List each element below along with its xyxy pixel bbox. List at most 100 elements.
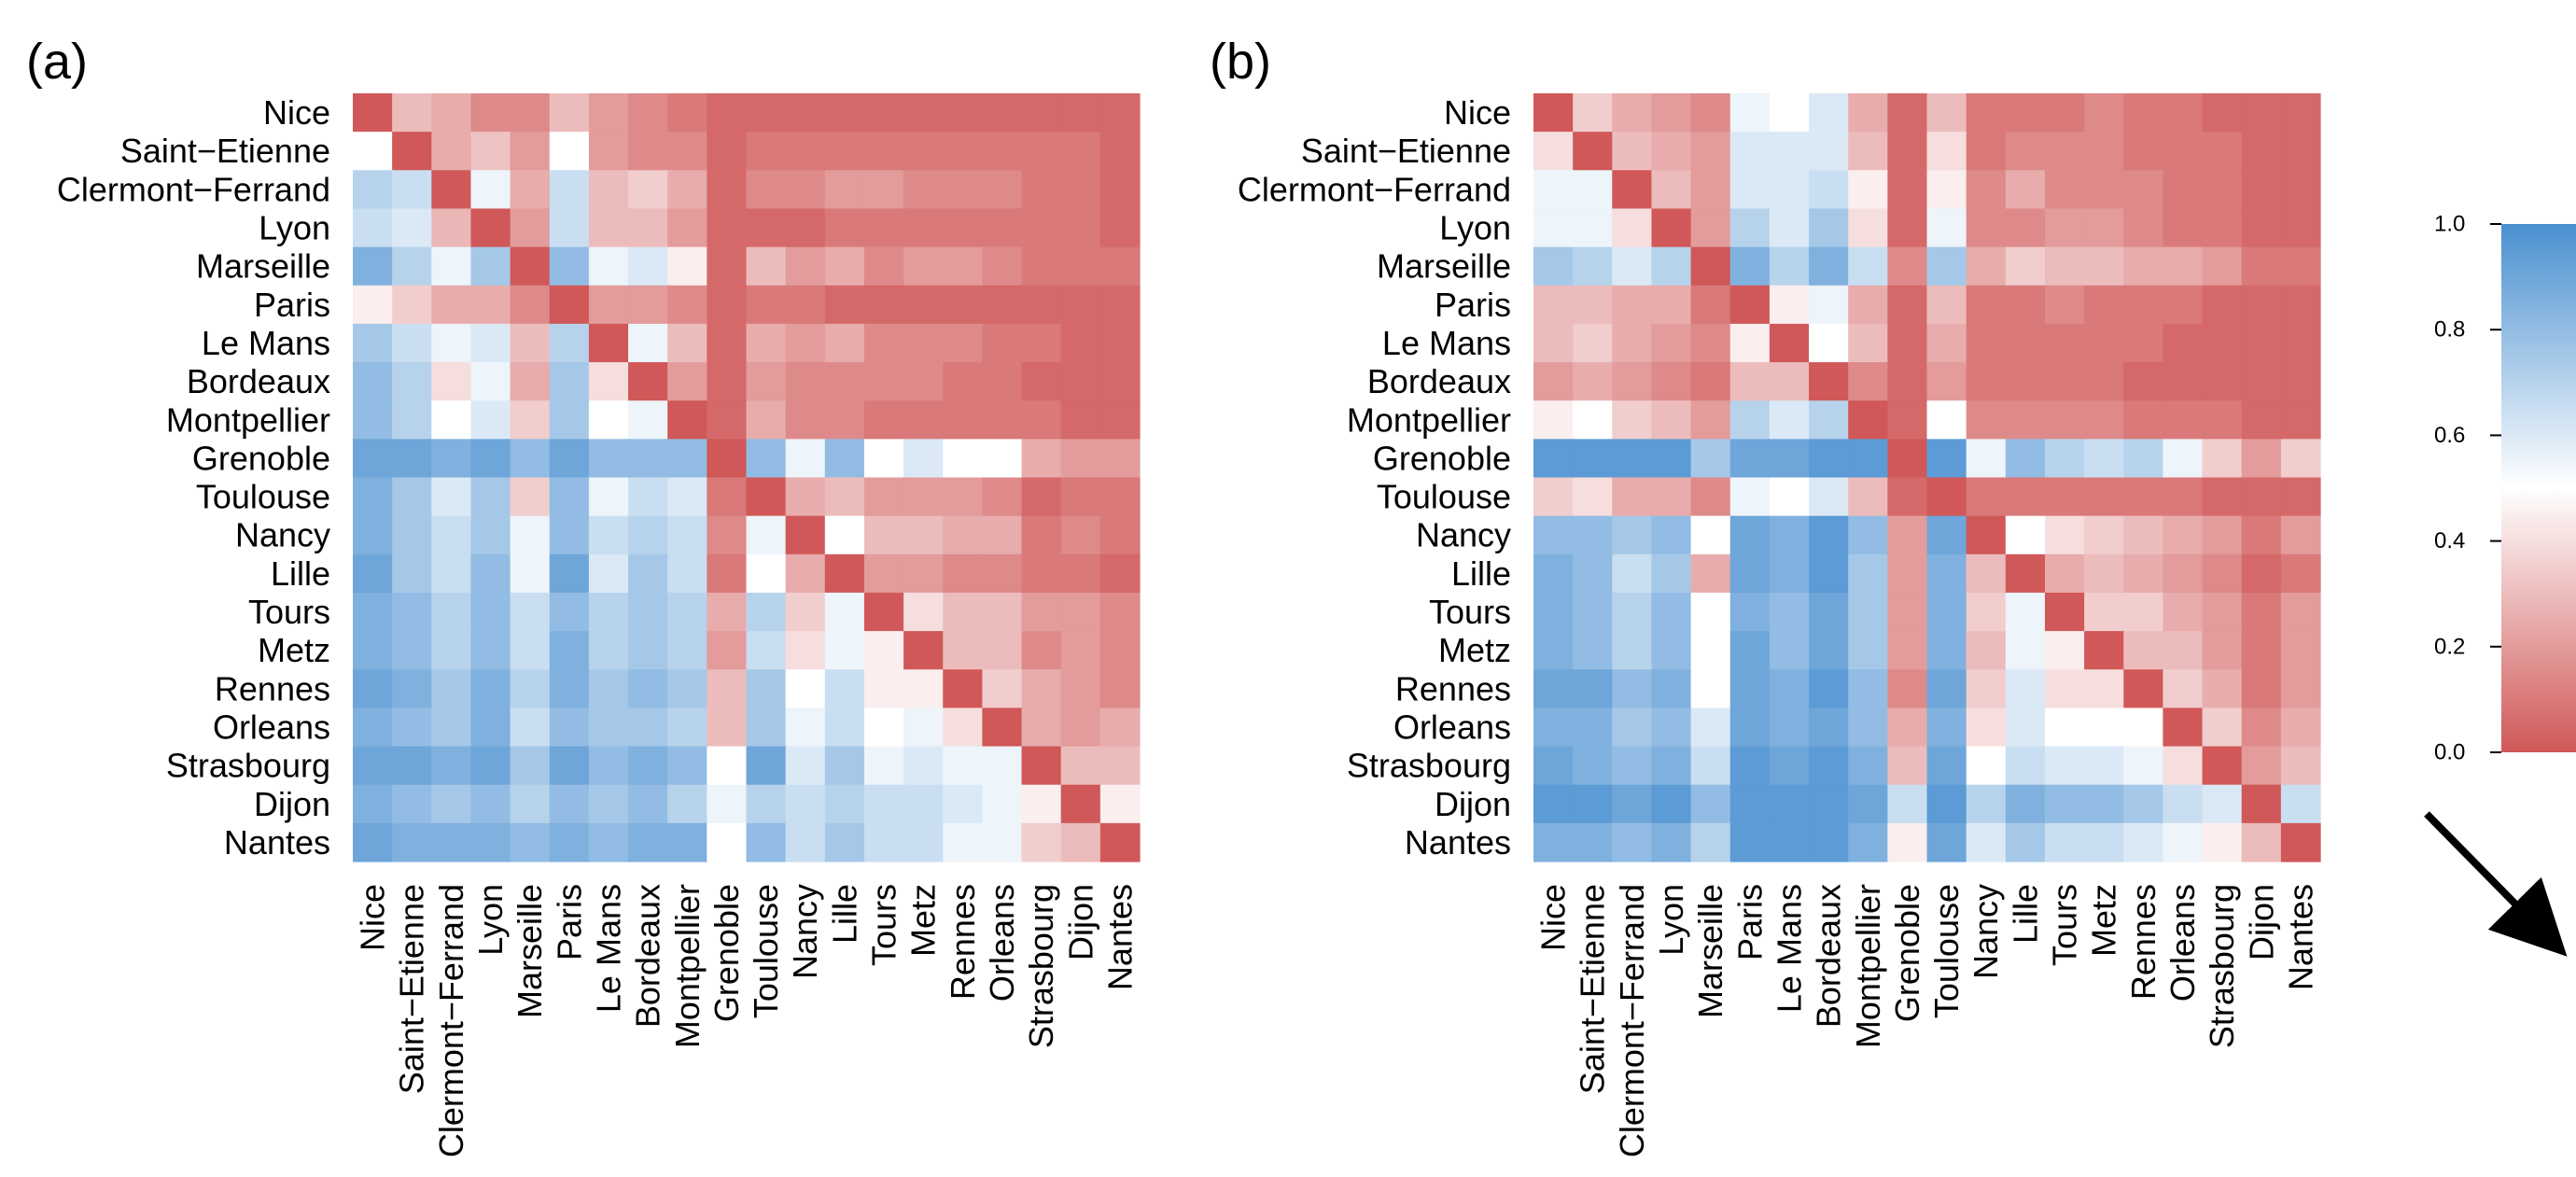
heatmap-a-cell xyxy=(549,362,590,401)
heatmap-b-cell xyxy=(2202,93,2243,133)
heatmap-a-cell xyxy=(549,669,590,708)
heatmap-b-cell xyxy=(1690,708,1731,748)
heatmap-b-cell xyxy=(1651,708,1692,748)
heatmap-b-cell xyxy=(1533,592,1574,632)
heatmap-b-cell xyxy=(1651,669,1692,708)
heatmap-b-cell xyxy=(1573,477,1613,517)
heatmap-a-cell xyxy=(588,362,629,401)
heatmap-a-cell xyxy=(746,746,787,786)
heatmap-b-cell xyxy=(1887,784,1928,824)
heatmap-b-cell xyxy=(2163,93,2204,133)
heatmap-b-cell xyxy=(1926,323,1967,363)
heatmap-a-column-labels: Nice Saint−Etienne Clermont−Ferrand Lyon Mar… xyxy=(354,884,1140,1157)
heatmap-b-cell xyxy=(1573,784,1613,824)
heatmap-b-row-label: Dijon xyxy=(1435,785,1511,823)
heatmap-a-cell xyxy=(903,746,944,786)
heatmap-a-cell xyxy=(746,708,787,748)
heatmap-a-cell xyxy=(982,93,1023,133)
heatmap-a-cell xyxy=(588,631,629,670)
heatmap-b-cell xyxy=(1769,246,1810,287)
heatmap-a-column-label: Bordeaux xyxy=(629,884,667,1028)
heatmap-a-cell xyxy=(1060,822,1101,862)
heatmap-a-column-label: Clermont−Ferrand xyxy=(432,884,470,1157)
heatmap-b-cell xyxy=(1887,246,1928,287)
heatmap-a-row-label: Clermont−Ferrand xyxy=(57,170,330,208)
heatmap-b-cell xyxy=(2202,208,2243,248)
heatmap-a-cell xyxy=(943,708,983,748)
heatmap-b-cell xyxy=(1848,669,1888,708)
heatmap-a-cell xyxy=(353,246,393,287)
heatmap-a-cell xyxy=(943,132,983,171)
heatmap-b-row-label: Clermont−Ferrand xyxy=(1238,170,1511,208)
heatmap-b-cell xyxy=(1966,132,2007,171)
heatmap-b-cell xyxy=(1573,669,1613,708)
heatmap-a-cell xyxy=(510,631,551,670)
heatmap-b-cell xyxy=(2202,669,2243,708)
heatmap-a-cell xyxy=(392,553,432,594)
heatmap-b-cell xyxy=(2005,822,2046,862)
heatmap-a-cell xyxy=(982,822,1023,862)
heatmap-a-cell xyxy=(903,362,944,401)
heatmap-b-cell xyxy=(1887,93,1928,133)
heatmap-a-cell xyxy=(746,246,787,287)
heatmap-a-cell xyxy=(903,477,944,517)
heatmap-b-row-label: Grenoble xyxy=(1373,439,1511,477)
colorbar-tick-label: 0.4 xyxy=(2434,528,2465,553)
heatmap-a-cell xyxy=(785,822,826,862)
heatmap-a-cell xyxy=(1099,170,1141,210)
heatmap-b-cell xyxy=(1926,246,1967,287)
heatmap-b-cell xyxy=(1729,553,1771,594)
heatmap-a-cell xyxy=(1099,708,1141,748)
heatmap-a-cell xyxy=(628,708,668,748)
heatmap-a-cell xyxy=(628,400,668,440)
heatmap-a-cell xyxy=(1099,784,1141,824)
heatmap-a-cell xyxy=(824,515,865,555)
heatmap-b-cell xyxy=(1573,592,1613,632)
heatmap-a-cell xyxy=(431,400,472,440)
heatmap-a-cell xyxy=(470,515,511,555)
heatmap-b-cell xyxy=(2005,784,2046,824)
heatmap-a-column-label: Orleans xyxy=(983,884,1021,1002)
heatmap-b-cell xyxy=(1848,362,1888,401)
heatmap-b-row-label: Rennes xyxy=(1395,669,1511,708)
heatmap-b-cell xyxy=(2084,822,2124,862)
heatmap-b-cell xyxy=(1533,400,1574,440)
heatmap-b-cell xyxy=(2084,285,2124,325)
heatmap-b-cell xyxy=(1612,208,1653,248)
heatmap-a-cell xyxy=(707,93,748,133)
heatmap-b-cell xyxy=(2163,400,2204,440)
heatmap-b-cell xyxy=(2241,132,2282,171)
heatmap-a-cell xyxy=(746,515,787,555)
heatmap-b-cell xyxy=(2202,285,2243,325)
heatmap-b-cell xyxy=(2202,708,2243,748)
heatmap-a-column-label: Metz xyxy=(904,884,943,957)
heatmap-a-cell xyxy=(588,208,629,248)
heatmap-a-cell xyxy=(785,439,826,479)
heatmap-b-cell xyxy=(1612,708,1653,748)
heatmap-b-cell xyxy=(1533,323,1574,363)
heatmap-a-cell xyxy=(667,553,707,594)
heatmap-a-cell xyxy=(431,246,472,287)
heatmap-b-cell xyxy=(1573,631,1613,670)
heatmap-b-cell xyxy=(2123,93,2163,133)
heatmap-b-cell xyxy=(2123,439,2163,479)
heatmap-a-cell xyxy=(707,515,748,555)
heatmap-b-cell xyxy=(2005,132,2046,171)
heatmap-b-cell xyxy=(1926,553,1967,594)
heatmap-a-cell xyxy=(863,132,904,171)
heatmap-b-cell xyxy=(1809,669,1849,708)
heatmap-b-cell xyxy=(1769,822,1810,862)
heatmap-b-row-labels: NiceSaint−EtienneClermont−FerrandLyonMar… xyxy=(1238,93,1511,862)
heatmap-b-cell xyxy=(1926,439,1967,479)
heatmap-a-cell xyxy=(431,592,472,632)
heatmap-b-cell xyxy=(2163,784,2204,824)
heatmap-b-cell xyxy=(1612,439,1653,479)
heatmap-b-cell xyxy=(2280,362,2321,401)
heatmap-a-cell xyxy=(628,208,668,248)
heatmap-b-cell xyxy=(2241,746,2282,786)
heatmap-b-cell xyxy=(2241,93,2282,133)
heatmap-b-cell xyxy=(1769,362,1810,401)
colorbar: 1.0 0.8 0.6 0.4 0.2 0.0 xyxy=(2434,212,2576,765)
heatmap-a-cell xyxy=(667,669,707,708)
heatmap-b-cell xyxy=(1729,515,1771,555)
